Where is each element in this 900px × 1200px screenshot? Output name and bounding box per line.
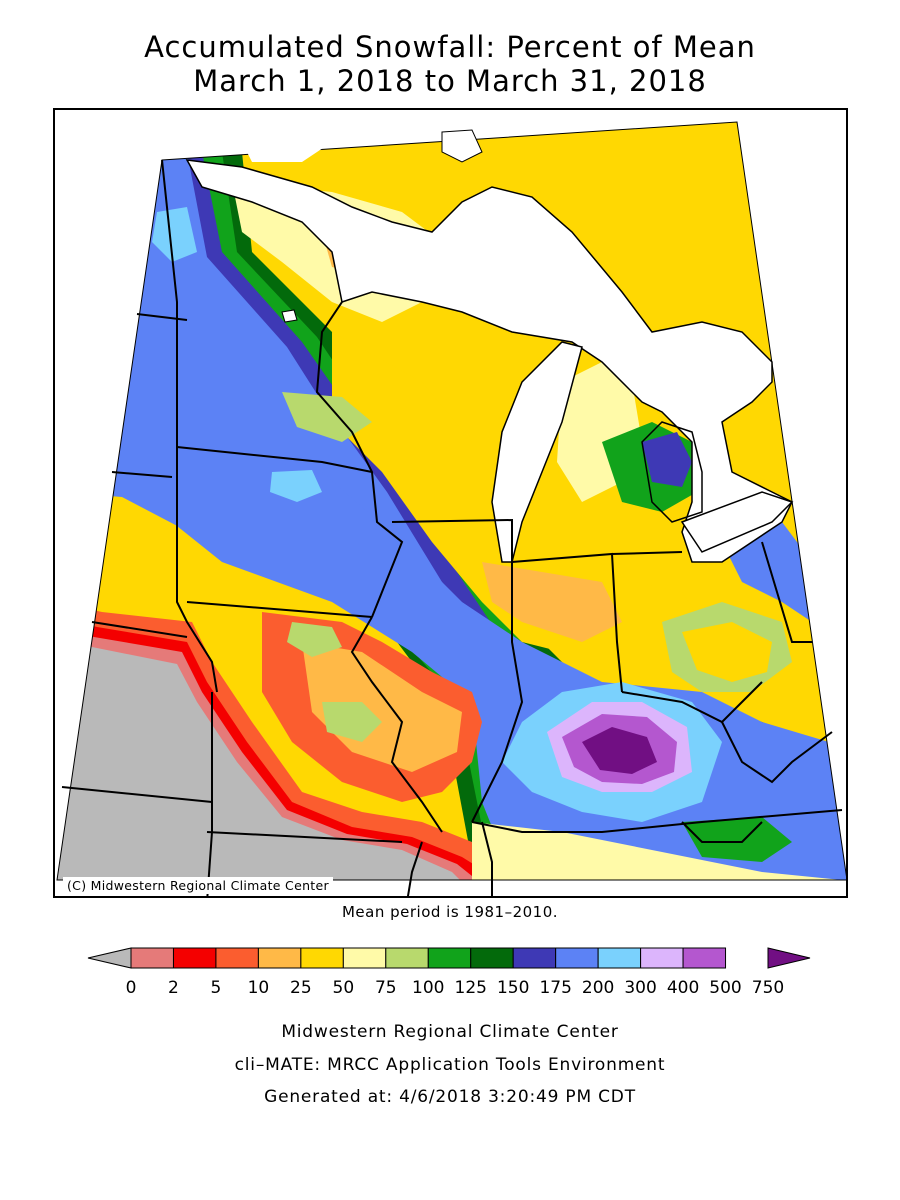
legend-swatch: [87, 947, 132, 969]
legend-swatch: [470, 947, 514, 969]
copyright-label: (C) Midwestern Regional Climate Center: [63, 877, 333, 894]
legend-tick-label: 175: [539, 978, 571, 998]
legend-swatch: [427, 947, 472, 969]
legend-tick-label: 500: [709, 978, 741, 998]
legend-tick-label: 5: [211, 978, 222, 998]
great-lakes: [185, 129, 794, 563]
map-date-range: March 1, 2018 to March 31, 2018: [193, 64, 707, 98]
footer-organization: Midwestern Regional Climate Center: [281, 1022, 619, 1042]
legend-swatch: [342, 947, 387, 969]
state-boundaries: [61, 159, 843, 896]
legend-tick-label: 125: [455, 978, 487, 998]
legend-swatch: [172, 947, 217, 969]
mean-period-note: Mean period is 1981–2010.: [341, 903, 559, 921]
snowfall-map: [56, 121, 846, 896]
map-panel: (C) Midwestern Regional Climate Center: [53, 108, 848, 898]
map-title: Accumulated Snowfall: Percent of Mean: [144, 30, 756, 64]
legend-swatch: [300, 947, 344, 969]
legend-tick-labels: 0 2 5 10 25 50 75 100 125 150 175 200 300 400 500 750: [126, 978, 785, 998]
legend-tick-label: 10: [248, 978, 270, 998]
legend-swatch: [385, 947, 429, 969]
legend-swatches: [87, 947, 811, 969]
legend-swatch: [512, 947, 557, 969]
legend-tick-label: 25: [290, 978, 312, 998]
legend-tick-label: 0: [126, 978, 137, 998]
legend-tick-label: 150: [497, 978, 529, 998]
legend-swatch: [215, 947, 259, 969]
legend-swatch: [555, 947, 599, 969]
legend-swatch: [130, 947, 174, 969]
legend-tick-label: 400: [667, 978, 699, 998]
legend-tick-label: 750: [752, 978, 784, 998]
footer-generated-at: Generated at: 4/6/2018 3:20:49 PM CDT: [264, 1087, 636, 1107]
legend-swatch: [257, 947, 302, 969]
legend-swatch: [767, 947, 811, 969]
footer-tool-name: cli–MATE: MRCC Application Tools Environ…: [234, 1055, 666, 1075]
legend-tick-label: 50: [333, 978, 355, 998]
legend-swatch: [682, 947, 727, 969]
legend-tick-label: 300: [624, 978, 656, 998]
legend-tick-label: 2: [168, 978, 179, 998]
legend-swatch: [640, 947, 684, 969]
color-legend: 0 2 5 10 25 50 75 100 125 150 175 200 300 400 500 750: [87, 947, 811, 998]
legend-tick-label: 200: [582, 978, 614, 998]
legend-tick-label: 100: [412, 978, 444, 998]
legend-tick-label: 75: [375, 978, 397, 998]
legend-swatch: [597, 947, 642, 969]
